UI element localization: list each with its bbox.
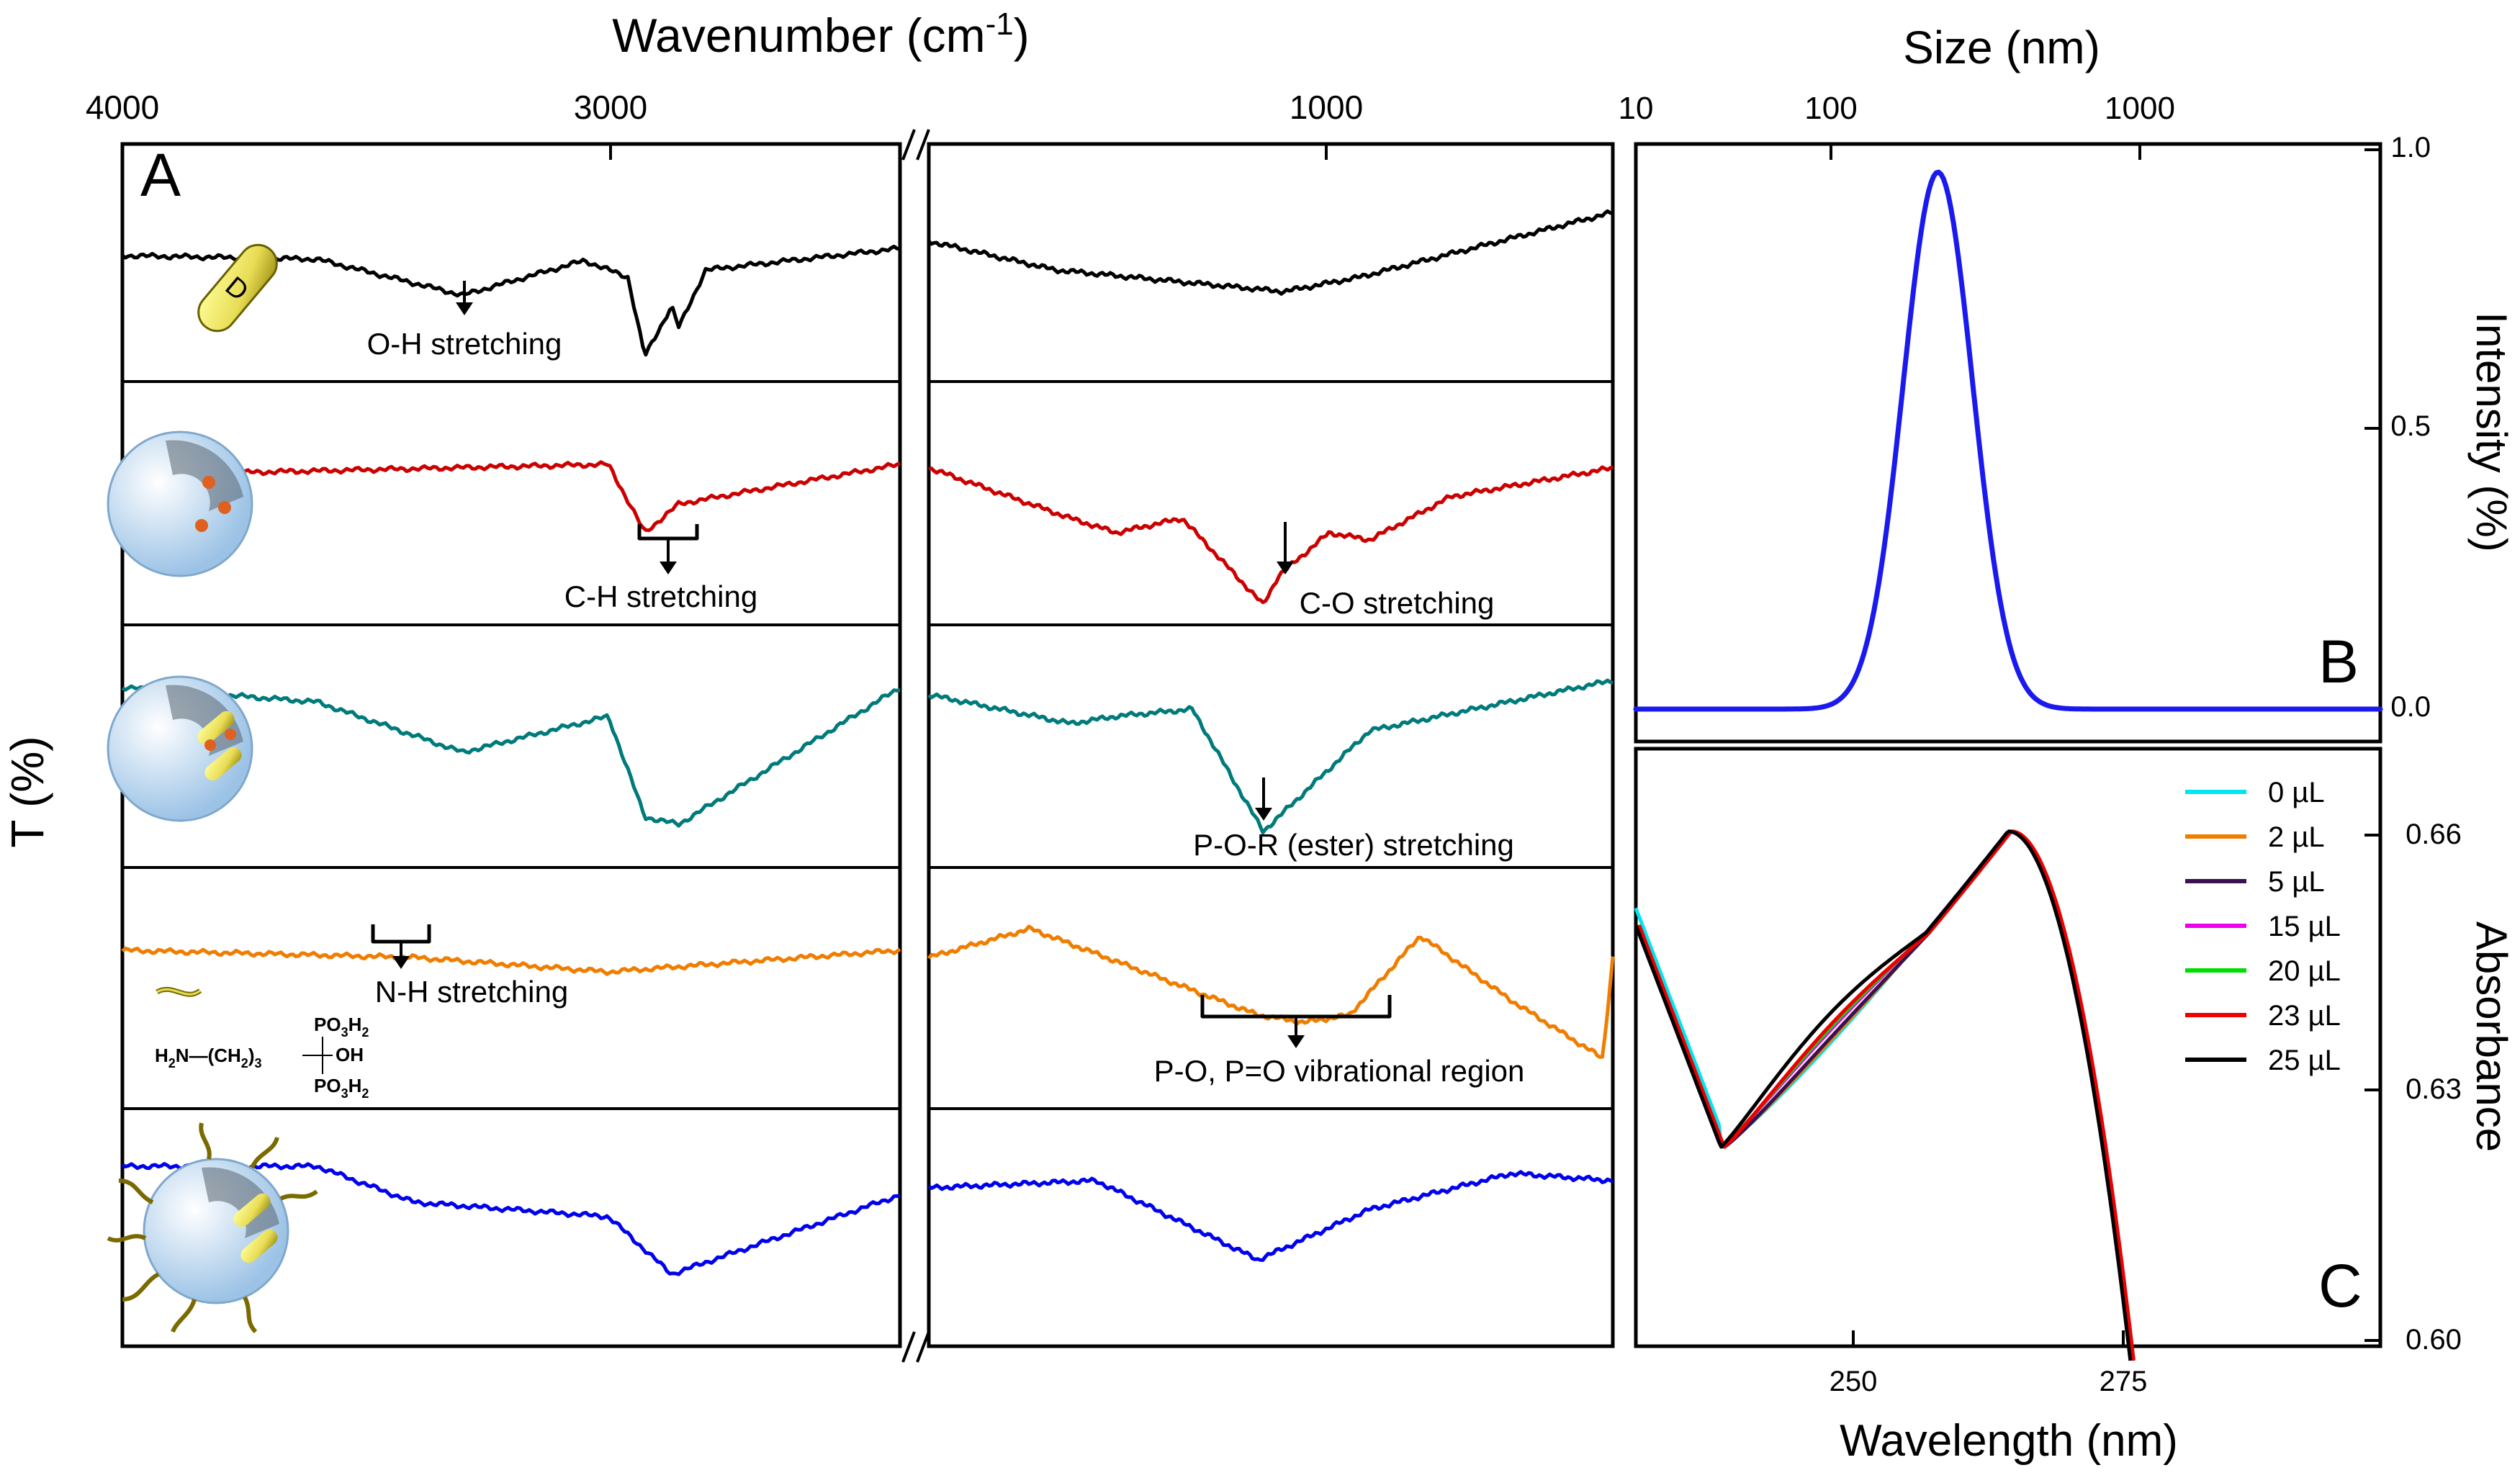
ftir-series-5-low [927, 1170, 1614, 1262]
legend-label-6: 23 µL [2268, 1000, 2341, 1032]
label-co-stretching: C-O stretching [1300, 586, 1495, 620]
panel-b-top-label: Size (nm) [1903, 22, 2100, 73]
panel-b: Size (nm) 10 100 1000 1.0 0.5 0.0 Intens… [1619, 22, 2516, 744]
ftir-series-4-high [121, 946, 901, 976]
ftir-series-2-high [121, 460, 901, 533]
c-y-tick-063: 0.63 [2406, 1073, 2462, 1105]
label-oh-stretching: O-H stretching [367, 327, 562, 361]
panel-b-letter: B [2318, 628, 2359, 695]
label-por-stretching: P-O-R (ester) stretching [1193, 828, 1514, 862]
size-distribution-curve [1633, 169, 2383, 712]
b-x-tick-label-1000: 1000 [2105, 91, 2175, 126]
alendronate-chain-icon [156, 986, 202, 997]
ftir-series-1-low [927, 209, 1614, 296]
legend-label-5: 20 µL [2268, 955, 2341, 987]
label-nh-stretching: N-H stretching [375, 975, 568, 1009]
frame-c [1634, 747, 2382, 1348]
b-x-tick-label-10: 10 [1619, 91, 1654, 126]
axis-break-top [901, 129, 930, 161]
row-separators [122, 380, 1613, 1110]
c-x-tick-275: 275 [2100, 1366, 2148, 1397]
drug-liposome-icon [107, 675, 253, 822]
b-y-tick-05: 0.5 [2390, 410, 2431, 442]
ftir-series-2-low [928, 465, 1614, 605]
label-po-region: P-O, P=O vibrational region [1154, 1054, 1525, 1088]
legend-label-3: 5 µL [2268, 866, 2325, 898]
panel-a-title: Wavenumber (cm-1) [612, 6, 1029, 62]
panel-a: Wavenumber (cm-1) 4000 3000 1000 T (%) A [1, 6, 1615, 1363]
annotation-co: C-O stretching [1277, 522, 1494, 620]
svg-text:PO3H2: PO3H2 [314, 1014, 369, 1040]
annotation-nh: N-H stretching [371, 924, 568, 1009]
axis-break-bottom [901, 1331, 930, 1363]
svg-text:PO3H2: PO3H2 [314, 1075, 369, 1101]
annotation-por: P-O-R (ester) stretching [1193, 777, 1514, 862]
svg-text:OH: OH [336, 1044, 364, 1065]
panel-c-letter: C [2318, 1252, 2362, 1320]
x-tick-label-1000: 1000 [1290, 89, 1363, 126]
coated-liposome-icon [107, 1122, 318, 1334]
legend-label-1: 0 µL [2268, 777, 2325, 808]
c-x-tick-250: 250 [1830, 1366, 1878, 1397]
c-y-tick-066: 0.66 [2406, 819, 2462, 850]
label-ch-stretching: C-H stretching [564, 580, 757, 613]
ftir-spectra [121, 209, 1615, 1276]
panel-c: 250 275 Wavelength (nm) 0.66 0.63 0.60 A… [1634, 747, 2516, 1466]
absorbance-series-6 [1637, 829, 2136, 1361]
c-x-axis-label: Wavelength (nm) [1840, 1416, 2178, 1466]
x-tick-label-3000: 3000 [574, 89, 647, 126]
b-y-axis-label: Intensity (%) [2467, 312, 2516, 551]
annotation-po: P-O, P=O vibrational region [1154, 995, 1525, 1088]
x-tick-label-4000: 4000 [86, 89, 159, 126]
ftir-series-3-high [121, 684, 901, 828]
b-x-tick-label-100: 100 [1804, 91, 1857, 126]
y-axis-label-t: T (%) [1, 736, 53, 847]
legend-label-2: 2 µL [2268, 821, 2325, 853]
annotation-oh: O-H stretching [367, 281, 562, 361]
frame-b [1634, 142, 2382, 744]
b-y-tick-0: 0.0 [2390, 691, 2431, 723]
ftir-series-4-low [927, 924, 1615, 1059]
legend-label-7: 25 µL [2268, 1045, 2341, 1076]
liposome-icon [107, 431, 253, 577]
b-y-tick-1: 1.0 [2390, 132, 2431, 163]
c-y-axis-label: Absorbance [2467, 921, 2516, 1152]
c-y-tick-060: 0.60 [2406, 1324, 2462, 1356]
svg-text:H2N—(CH2)3: H2N—(CH2)3 [155, 1045, 262, 1070]
annotation-ch: C-H stretching [564, 524, 757, 613]
panel-a-letter: A [140, 141, 181, 209]
legend: 0 µL 2 µL 5 µL 15 µL 20 µL 23 µL 25 µL [2185, 777, 2341, 1076]
absorbance-series-7 [1634, 829, 2133, 1361]
legend-label-4: 15 µL [2268, 911, 2341, 942]
alendronate-structure: H2N—(CH2)3 PO3H2 OH PO3H2 [155, 1014, 369, 1101]
drug-capsule-icon: D [197, 243, 278, 333]
ftir-series-3-low [927, 678, 1614, 835]
absorbance-curves [1634, 829, 2136, 1361]
frame-a-right [927, 142, 1615, 1348]
